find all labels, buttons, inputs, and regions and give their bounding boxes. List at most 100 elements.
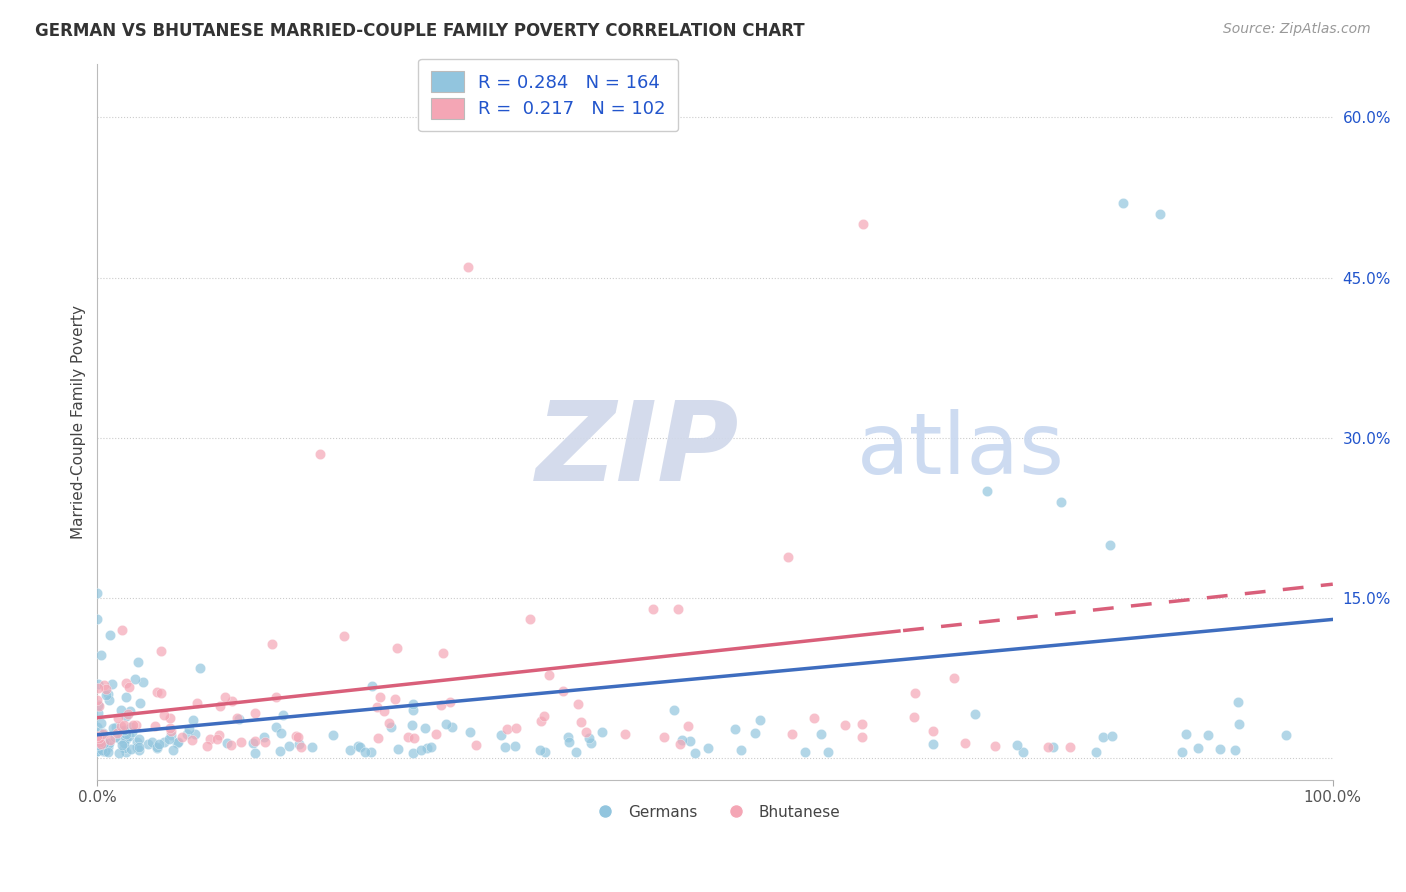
Point [121, 725, 143, 739]
Point [278, 739, 301, 753]
Point [150, 644, 173, 658]
Point [778, 550, 800, 565]
Legend: Germans, Bhutanese: Germans, Bhutanese [583, 798, 846, 826]
Point [346, 739, 368, 753]
Point [963, 707, 986, 722]
Point [976, 484, 998, 499]
Point [565, 745, 588, 759]
Point [245, 706, 267, 721]
Point [349, 739, 371, 754]
Point [167, 735, 190, 749]
Point [396, 730, 419, 744]
Point [104, 730, 127, 744]
Point [252, 731, 274, 745]
Point [86, 738, 108, 752]
Point [1174, 727, 1197, 741]
Point [122, 718, 145, 732]
Point [110, 719, 132, 733]
Point [373, 704, 395, 718]
Point [697, 741, 720, 756]
Point [429, 698, 451, 712]
Point [110, 731, 132, 746]
Point [86, 729, 108, 743]
Point [100, 733, 122, 747]
Point [86, 677, 108, 691]
Point [87, 732, 110, 747]
Point [110, 703, 132, 717]
Point [1091, 730, 1114, 744]
Point [118, 680, 141, 694]
Point [581, 735, 603, 749]
Point [124, 718, 146, 732]
Point [613, 727, 636, 741]
Point [943, 671, 966, 685]
Point [519, 612, 541, 626]
Point [1036, 740, 1059, 755]
Point [264, 720, 287, 734]
Point [669, 737, 692, 751]
Point [425, 727, 447, 741]
Point [1223, 743, 1246, 757]
Point [89, 730, 111, 744]
Point [903, 710, 925, 724]
Point [387, 741, 409, 756]
Point [112, 717, 135, 731]
Point [86, 744, 108, 758]
Point [170, 731, 193, 745]
Point [98, 736, 121, 750]
Point [904, 686, 927, 700]
Point [1171, 745, 1194, 759]
Point [662, 704, 685, 718]
Point [730, 743, 752, 757]
Point [177, 723, 200, 737]
Point [780, 727, 803, 741]
Point [112, 741, 135, 756]
Point [270, 726, 292, 740]
Point [159, 724, 181, 739]
Point [245, 746, 267, 760]
Point [288, 737, 311, 751]
Point [464, 738, 486, 752]
Point [128, 739, 150, 754]
Y-axis label: Married-Couple Family Poverty: Married-Couple Family Poverty [72, 305, 86, 539]
Point [652, 730, 675, 744]
Point [591, 724, 613, 739]
Point [111, 623, 134, 637]
Point [180, 732, 202, 747]
Point [146, 685, 169, 699]
Point [132, 674, 155, 689]
Point [284, 730, 307, 744]
Point [120, 742, 142, 756]
Point [209, 698, 232, 713]
Point [432, 646, 454, 660]
Point [86, 720, 108, 734]
Point [91, 743, 114, 757]
Point [287, 731, 309, 745]
Point [503, 739, 526, 753]
Point [366, 700, 388, 714]
Point [195, 739, 218, 753]
Point [666, 601, 689, 615]
Point [1099, 538, 1122, 552]
Point [1059, 740, 1081, 755]
Point [1084, 745, 1107, 759]
Point [852, 217, 875, 231]
Point [384, 692, 406, 706]
Point [125, 739, 148, 754]
Point [219, 739, 242, 753]
Point [127, 656, 149, 670]
Point [387, 641, 409, 656]
Point [86, 585, 108, 599]
Point [115, 709, 138, 723]
Point [402, 731, 425, 745]
Point [90, 716, 112, 731]
Point [94, 744, 117, 758]
Point [115, 731, 138, 746]
Point [1226, 695, 1249, 709]
Point [97, 687, 120, 701]
Point [419, 740, 441, 755]
Point [242, 736, 264, 750]
Point [744, 726, 766, 740]
Point [176, 727, 198, 741]
Point [208, 728, 231, 742]
